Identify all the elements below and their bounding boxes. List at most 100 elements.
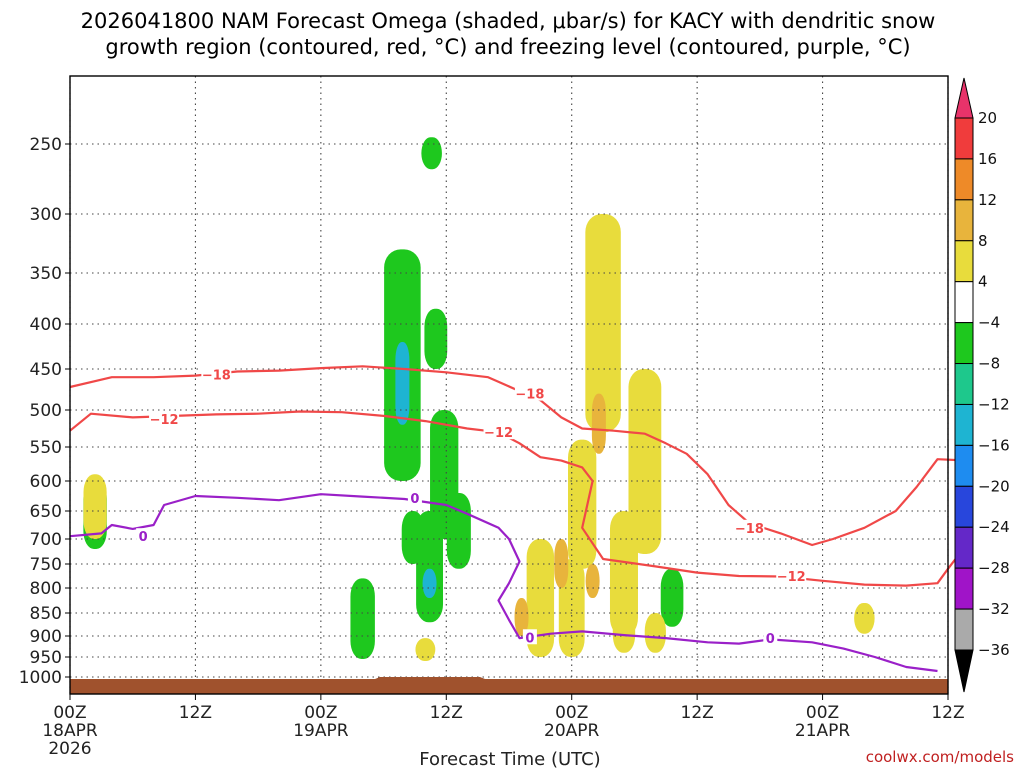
omega-shade-cell <box>446 493 471 569</box>
omega-shading <box>83 137 875 661</box>
contour-label: 0 <box>410 492 419 507</box>
colorbar-label: −20 <box>978 477 1010 495</box>
colorbar-cell <box>954 363 974 405</box>
y-tick-label: 750 <box>30 555 62 575</box>
title-line-1: 2026041800 NAM Forecast Omega (shaded, μ… <box>81 9 936 33</box>
contour-label-bg <box>734 519 765 535</box>
contour-label-bg <box>407 489 422 505</box>
y-tick-label: 600 <box>30 472 62 492</box>
omega-shade-cell <box>644 613 666 653</box>
x-tick-label: 2026 <box>48 739 91 759</box>
y-tick-label: 400 <box>30 315 62 335</box>
omega-shade-cell <box>350 578 375 659</box>
omega-shade-cell <box>514 598 529 636</box>
x-tick-label: 19APR <box>293 721 349 741</box>
omega-shade-cell <box>585 214 621 433</box>
colorbar-label: −32 <box>978 600 1010 618</box>
y-tick-label: 1000 <box>19 668 62 688</box>
colorbar-label: 20 <box>978 109 997 127</box>
axes: 250 300 350 400 450 500 550 600 650 700 750 800 850 9… <box>19 135 965 759</box>
title-line-2: growth region (contoured, red, °C) and f… <box>105 35 910 59</box>
contour-label: −18 <box>515 388 544 403</box>
colorbar-label: 12 <box>978 191 997 209</box>
contour-label: 0 <box>525 631 534 646</box>
colorbar-cell <box>954 567 974 610</box>
x-tick-label: 00Z <box>555 703 588 723</box>
x-tick-label: 21APR <box>795 721 851 741</box>
contour-label: −18 <box>735 522 764 537</box>
omega-shade-cell <box>585 564 600 598</box>
omega-shade-cell <box>628 369 662 554</box>
contour-label-bg <box>514 385 545 401</box>
colorbar-label: 16 <box>978 150 997 168</box>
colorbar-label: 8 <box>978 232 988 250</box>
y-tick-label: 450 <box>30 360 62 380</box>
omega-shade-cell <box>854 603 875 634</box>
plot-frame <box>69 75 949 695</box>
contour-dendritic-12c <box>69 410 970 587</box>
colorbar-cell <box>954 485 974 528</box>
colorbar-label: −12 <box>978 395 1010 413</box>
omega-shade-cell <box>421 137 442 170</box>
y-tick-label: 350 <box>30 264 62 284</box>
colorbar-cell <box>954 117 974 160</box>
colorbar-cell <box>954 403 974 446</box>
contour-label-bg <box>483 424 514 440</box>
y-tick-label: 500 <box>30 401 62 421</box>
contour-label-bg <box>776 568 807 583</box>
colorbar-cell <box>954 444 974 487</box>
colorbar-cell <box>954 281 974 324</box>
colorbar-label: −8 <box>978 355 1000 373</box>
contour-label-bg <box>136 528 151 544</box>
x-tick-label: 20APR <box>544 721 600 741</box>
contour-label: −12 <box>150 413 179 428</box>
omega-shade-cell <box>422 568 437 598</box>
colorbar-cell <box>954 608 974 651</box>
y-tick-label: 550 <box>30 438 62 458</box>
omega-shade-cell <box>591 393 606 454</box>
y-tick-label: 800 <box>30 579 62 599</box>
contour-dendritic-18c <box>69 365 969 547</box>
colorbar-cell <box>954 158 974 201</box>
colorbar-label: 4 <box>978 273 988 291</box>
x-tick-label: 00Z <box>806 703 839 723</box>
colorbar-label: −4 <box>978 314 1000 332</box>
omega-shade-cell <box>554 539 569 588</box>
colorbar-cell <box>954 322 974 365</box>
omega-shade-cell <box>416 511 444 623</box>
colorbar-label: −36 <box>978 641 1010 659</box>
omega-shade-cell <box>526 539 555 657</box>
contour-label: −18 <box>202 369 231 384</box>
x-tick-label: 12Z <box>430 703 463 723</box>
colorbar-cell <box>954 526 974 569</box>
colorbar-cell <box>954 240 974 283</box>
ground-surface <box>70 679 948 694</box>
y-tick-label: 850 <box>30 604 62 624</box>
omega-shade-cell <box>395 342 410 425</box>
colorbar-label: −28 <box>978 559 1010 577</box>
contour-label-bg <box>522 629 537 645</box>
y-tick-label: 700 <box>30 530 62 550</box>
contour-label-bg <box>201 366 232 382</box>
x-tick-label: 18APR <box>42 721 98 741</box>
contour-label-bg <box>763 630 778 646</box>
contour-freezing-level-0c <box>69 493 938 673</box>
contour-label: 0 <box>766 632 775 647</box>
x-tick-label: 00Z <box>53 703 86 723</box>
omega-shade-cell <box>415 638 436 661</box>
colorbar-label: −16 <box>978 436 1010 454</box>
x-tick-label: 12Z <box>931 703 964 723</box>
x-axis-label: Forecast Time (UTC) <box>419 749 600 768</box>
contour-label: −12 <box>777 570 806 585</box>
omega-shade-cell <box>424 308 448 369</box>
y-tick-label: 300 <box>30 205 62 225</box>
colorbar-cell <box>954 199 974 242</box>
contour-label: 0 <box>139 530 148 545</box>
contour-label: −12 <box>484 426 513 441</box>
x-tick-label: 12Z <box>179 703 212 723</box>
y-tick-label: 950 <box>30 648 62 668</box>
omega-shade-cell <box>83 474 107 539</box>
omega-shade-cell <box>660 568 684 627</box>
